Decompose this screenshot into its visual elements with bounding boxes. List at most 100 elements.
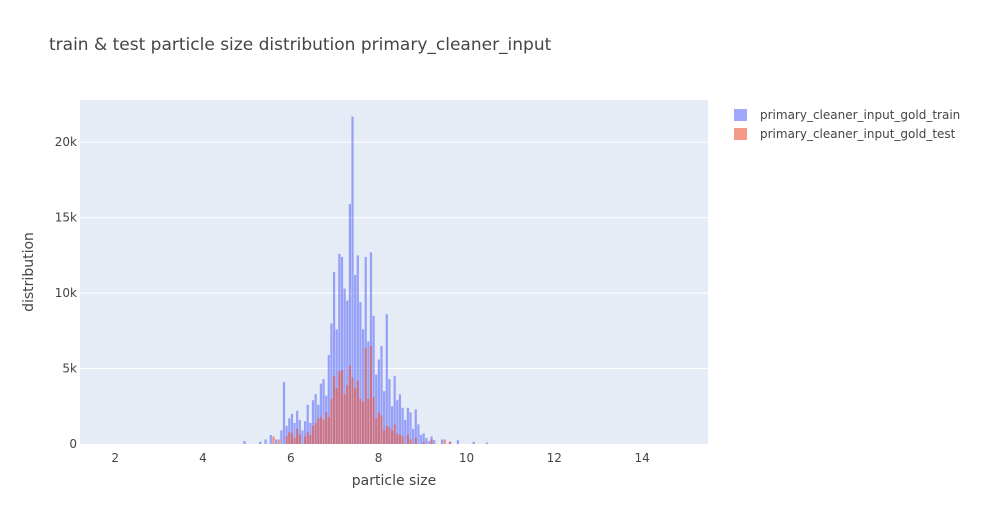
y-axis-title: distribution: [21, 232, 37, 312]
histogram-bar-test: [409, 439, 412, 444]
histogram-bar-train: [332, 272, 336, 444]
histogram-bar-train: [338, 253, 341, 444]
histogram-bar-test: [430, 439, 433, 444]
histogram-bar-test: [272, 436, 275, 444]
histogram-bar-train: [383, 391, 386, 444]
histogram-bar-test: [332, 376, 336, 444]
histogram-bar-test: [309, 434, 312, 444]
histogram-bar-train: [425, 437, 428, 444]
histogram-bar-train: [301, 430, 304, 444]
histogram-bar-test: [375, 418, 378, 444]
histogram-bar-train: [367, 341, 370, 444]
x-tick-label: 8: [375, 451, 383, 465]
histogram-bar-test: [377, 412, 380, 444]
histogram-bar-test: [317, 418, 320, 444]
histogram-bar-train: [274, 439, 278, 444]
y-axis-ticks: 0 5k 10k 15k 20k: [55, 135, 77, 451]
histogram-bar-test: [290, 433, 294, 444]
histogram-bar-test: [364, 347, 367, 444]
histogram-bar-train: [298, 419, 301, 444]
histogram-bar-train: [327, 354, 330, 444]
histogram-bar-test: [388, 427, 391, 444]
histogram-bar-test: [327, 416, 330, 444]
histogram-bar-train: [380, 345, 383, 444]
histogram-bar-train: [322, 379, 325, 444]
histogram-bar-test: [322, 419, 325, 444]
histogram-bar-test: [385, 425, 388, 444]
histogram-bar-train: [440, 439, 444, 444]
histogram-bar-test: [319, 416, 323, 444]
histogram-bar-test: [367, 398, 370, 444]
chart-title: train & test particle size distribution …: [49, 35, 552, 55]
histogram-bar-test: [359, 398, 362, 444]
histogram-bar-train: [303, 421, 307, 444]
histogram-bar-train: [414, 409, 417, 444]
histogram-bar-train: [309, 422, 312, 444]
histogram-bar-train: [293, 422, 296, 444]
legend-swatch[interactable]: [734, 109, 747, 121]
y-tick-label: 0: [69, 437, 77, 451]
histogram-bar-test: [351, 377, 354, 444]
histogram-bar-train: [433, 440, 436, 444]
histogram-bar-train: [419, 434, 423, 444]
legend-item-label[interactable]: primary_cleaner_input_gold_test: [760, 127, 956, 141]
histogram-bar-train: [346, 300, 349, 444]
histogram-bar-test: [306, 431, 309, 444]
histogram-bar-test: [288, 431, 291, 444]
histogram-bar-train: [456, 440, 460, 444]
histogram-bar-train: [409, 412, 412, 444]
x-tick-label: 6: [287, 451, 295, 465]
histogram-bar-test: [398, 434, 402, 444]
histogram-bar-train: [406, 407, 409, 444]
histogram-bar-test: [361, 401, 365, 444]
histogram-bar-train: [354, 275, 357, 444]
legend-item-label[interactable]: primary_cleaner_input_gold_train: [760, 108, 960, 122]
histogram-bar-test: [354, 388, 357, 444]
histogram-bar-train: [396, 400, 399, 444]
histogram-bar-train: [361, 329, 365, 444]
x-tick-label: 10: [459, 451, 474, 465]
histogram-bar-train: [372, 315, 375, 444]
histogram-bar-train: [390, 406, 394, 444]
histogram-bar-train: [264, 439, 267, 444]
histogram-bar-test: [338, 371, 341, 444]
histogram-bar-train: [375, 374, 378, 444]
histogram-bar-train: [359, 302, 362, 444]
histogram-bar-test: [311, 425, 315, 444]
legend-swatch[interactable]: [734, 128, 747, 140]
histogram-bar-test: [348, 365, 352, 444]
histogram-bar-train: [401, 407, 404, 444]
x-tick-label: 2: [111, 451, 119, 465]
histogram-bar-train: [269, 434, 272, 444]
histogram-bar-test: [422, 441, 425, 444]
histogram-bar-test: [314, 422, 317, 444]
histogram-bar-test: [356, 380, 359, 444]
histogram-bar-test: [406, 434, 409, 444]
histogram-bar-test: [340, 370, 344, 444]
histogram-bar-train: [377, 359, 380, 444]
histogram-bar-train: [290, 413, 294, 444]
histogram-bar-train: [385, 314, 388, 444]
histogram-bar-test: [414, 437, 417, 444]
histogram-bar-train: [343, 288, 346, 444]
histogram-bar-test: [296, 428, 299, 444]
histogram-bar-train: [417, 424, 420, 444]
histogram-bar-test: [303, 436, 307, 444]
histogram-bar-test: [393, 424, 396, 444]
histogram-bar-test: [443, 439, 446, 444]
y-tick-label: 15k: [55, 211, 77, 225]
grid-lines: [80, 141, 708, 370]
legend: primary_cleaner_input_gold_train primary_…: [734, 108, 960, 141]
histogram-bar-test: [401, 436, 404, 444]
histogram-bar-train: [306, 404, 309, 444]
histogram-bar-test: [369, 345, 373, 444]
histogram-bar-train: [296, 410, 299, 444]
histogram-bar-train: [314, 394, 317, 444]
histogram-bar-train: [348, 204, 352, 444]
histogram-bar-train: [398, 394, 402, 444]
histogram-bar-train: [351, 116, 354, 444]
histogram-bar-train: [335, 329, 338, 444]
histogram-bar-train: [311, 400, 315, 444]
histogram-bar-train: [427, 440, 431, 444]
